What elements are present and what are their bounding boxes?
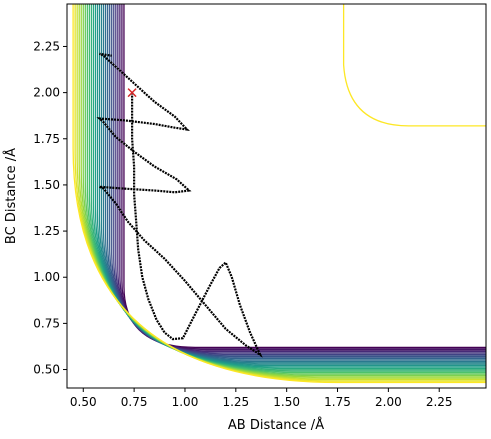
- y-tick-label: 0.75: [33, 316, 60, 330]
- y-tick-label: 0.50: [33, 363, 60, 377]
- contour-lines: [72, 4, 486, 384]
- x-tick-label: 1.75: [324, 395, 351, 409]
- contour-line: [72, 4, 486, 384]
- y-tick-label: 1.25: [33, 224, 60, 238]
- x-tick-label: 1.50: [273, 395, 300, 409]
- y-axis-label: BC Distance /Å: [3, 148, 19, 244]
- plot-background: [67, 4, 486, 388]
- y-tick-label: 2.00: [33, 86, 60, 100]
- y-tick-label: 1.50: [33, 178, 60, 192]
- x-tick-label: 2.25: [426, 395, 453, 409]
- x-tick-label: 0.50: [70, 395, 97, 409]
- x-axis-label: AB Distance /Å: [228, 417, 324, 433]
- x-tick-label: 1.25: [222, 395, 249, 409]
- x-axis-ticks: 0.50 0.75 1.00 1.25 1.50 1.75 2.00 2.25: [70, 388, 453, 409]
- trajectory-path: [96, 52, 263, 358]
- trajectory: [96, 52, 263, 358]
- contour-line: [342, 4, 486, 127]
- y-tick-label: 1.75: [33, 132, 60, 146]
- start-point-marker: [127, 88, 137, 98]
- y-tick-label: 2.25: [33, 39, 60, 53]
- y-tick-label: 1.00: [33, 270, 60, 284]
- start-marker-stroke: [127, 88, 137, 98]
- x-tick-label: 1.00: [172, 395, 199, 409]
- x-tick-label: 0.75: [121, 395, 148, 409]
- x-tick-label: 2.00: [375, 395, 402, 409]
- y-axis-ticks: 0.50 0.75 1.00 1.25 1.50 1.75 2.00 2.25: [33, 39, 67, 377]
- plot-frame: [66, 3, 487, 389]
